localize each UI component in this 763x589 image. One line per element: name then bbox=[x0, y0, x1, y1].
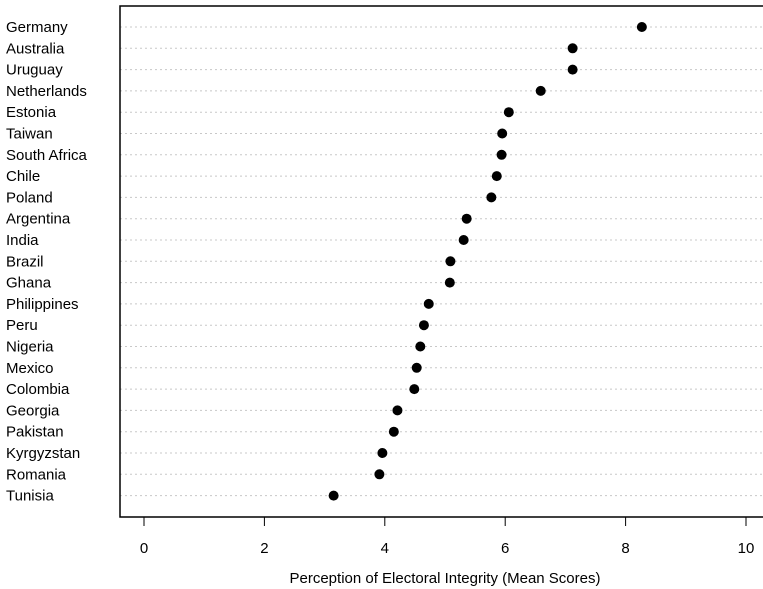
plot-frame bbox=[119, 5, 763, 518]
category-label: Pakistan bbox=[6, 424, 64, 441]
category-labels: Germany Australia Uruguay Netherlands Estoni… bbox=[6, 19, 88, 505]
data-point bbox=[445, 256, 456, 267]
category-label: Netherlands bbox=[6, 83, 87, 100]
category-label: Nigeria bbox=[6, 339, 54, 356]
x-tick-label: 6 bbox=[501, 540, 509, 557]
x-tick-label: 0 bbox=[140, 540, 148, 557]
category-label: Australia bbox=[6, 40, 65, 57]
data-point bbox=[567, 64, 578, 75]
data-point bbox=[461, 213, 472, 224]
data-point bbox=[496, 149, 507, 160]
data-point bbox=[423, 298, 434, 309]
data-point bbox=[567, 43, 578, 54]
x-tick-label: 2 bbox=[260, 540, 268, 557]
data-point bbox=[374, 469, 385, 480]
category-label: India bbox=[6, 232, 39, 249]
x-tick-label: 10 bbox=[738, 540, 755, 557]
category-label: Colombia bbox=[6, 381, 70, 398]
data-points bbox=[328, 22, 647, 501]
data-point bbox=[392, 405, 403, 416]
category-label: Argentina bbox=[6, 211, 71, 228]
x-tick-label: 8 bbox=[621, 540, 629, 557]
category-label: Philippines bbox=[6, 296, 79, 313]
data-point bbox=[409, 384, 420, 395]
data-point bbox=[486, 192, 497, 203]
data-point bbox=[503, 107, 514, 118]
x-axis-label: Perception of Electoral Integrity (Mean … bbox=[290, 570, 601, 587]
gridlines bbox=[120, 26, 763, 497]
category-label: South Africa bbox=[6, 147, 88, 164]
category-label: Romania bbox=[6, 466, 67, 483]
category-label: Taiwan bbox=[6, 126, 53, 143]
data-point bbox=[458, 235, 469, 245]
x-tick-label: 4 bbox=[381, 540, 389, 557]
category-label: Georgia bbox=[6, 402, 60, 419]
category-label: Peru bbox=[6, 317, 38, 334]
category-label: Mexico bbox=[6, 360, 54, 377]
category-label: Kyrgyzstan bbox=[6, 445, 80, 462]
category-label: Uruguay bbox=[6, 62, 63, 79]
data-point bbox=[415, 341, 426, 352]
data-point bbox=[535, 85, 546, 96]
category-label: Chile bbox=[6, 168, 40, 185]
data-point bbox=[328, 490, 339, 501]
category-label: Ghana bbox=[6, 275, 52, 292]
data-point bbox=[418, 320, 429, 331]
data-point bbox=[388, 426, 399, 437]
data-point bbox=[636, 22, 647, 32]
category-label: Germany bbox=[6, 19, 68, 36]
data-point bbox=[444, 277, 455, 288]
data-point bbox=[497, 128, 508, 139]
x-axis: 0 2 4 6 8 10 bbox=[140, 517, 755, 557]
category-label: Brazil bbox=[6, 253, 44, 270]
data-point bbox=[411, 362, 422, 373]
data-point bbox=[377, 448, 388, 458]
category-label: Tunisia bbox=[6, 488, 54, 505]
category-label: Poland bbox=[6, 189, 53, 206]
data-point bbox=[491, 171, 502, 182]
category-label: Estonia bbox=[6, 104, 57, 121]
